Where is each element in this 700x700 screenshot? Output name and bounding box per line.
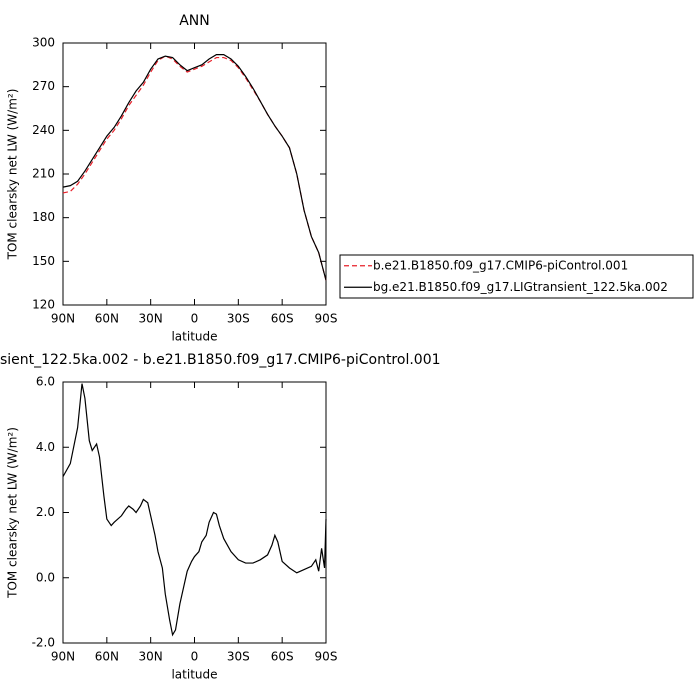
x-tick-label: 60S [271,312,294,326]
line-series [62,383,327,637]
line-series [62,54,327,281]
line-series [62,55,327,281]
y-tick-label: 0.0 [36,570,55,584]
y-tick-label: 300 [32,36,55,50]
x-tick-label: 90N [51,650,75,664]
x-tick-label: 90S [315,312,338,326]
plot-frame [62,381,327,644]
y-tick-label: 6.0 [36,375,55,389]
y-tick-label: 270 [32,79,55,93]
x-axis-label: latitude [171,330,217,344]
y-tick-label: 120 [32,298,55,312]
x-tick-label: 0 [191,312,199,326]
legend-box [339,254,694,299]
x-tick-label: 90S [315,650,338,664]
chart-title: LIGtransient_122.5ka.002 - b.e21.B1850.f… [0,352,441,368]
legend-label: bg.e21.B1850.f09_g17.LIGtransient_122.5k… [373,280,668,294]
x-tick-label: 30N [139,312,163,326]
plot-frame [62,42,327,306]
chart-title: ANN [179,13,210,29]
x-tick-label: 0 [191,650,199,664]
y-tick-label: 180 [32,210,55,224]
x-tick-label: 30S [227,312,250,326]
y-axis-label: TOM clearsky net LW (W/m²) [6,427,20,599]
x-tick-label: 60S [271,650,294,664]
x-tick-label: 60N [95,312,119,326]
y-tick-label: -2.0 [32,636,55,650]
x-tick-label: 60N [95,650,119,664]
legend-label: b.e21.B1850.f09_g17.CMIP6-piControl.001 [373,258,628,272]
y-tick-label: 210 [32,167,55,181]
y-tick-label: 4.0 [36,440,55,454]
y-axis-label: TOM clearsky net LW (W/m²) [6,89,20,261]
y-tick-label: 240 [32,123,55,137]
x-axis-label: latitude [171,668,217,682]
x-tick-label: 30S [227,650,250,664]
x-tick-label: 30N [139,650,163,664]
y-tick-label: 150 [32,254,55,268]
y-tick-label: 2.0 [36,505,55,519]
x-tick-label: 90N [51,312,75,326]
